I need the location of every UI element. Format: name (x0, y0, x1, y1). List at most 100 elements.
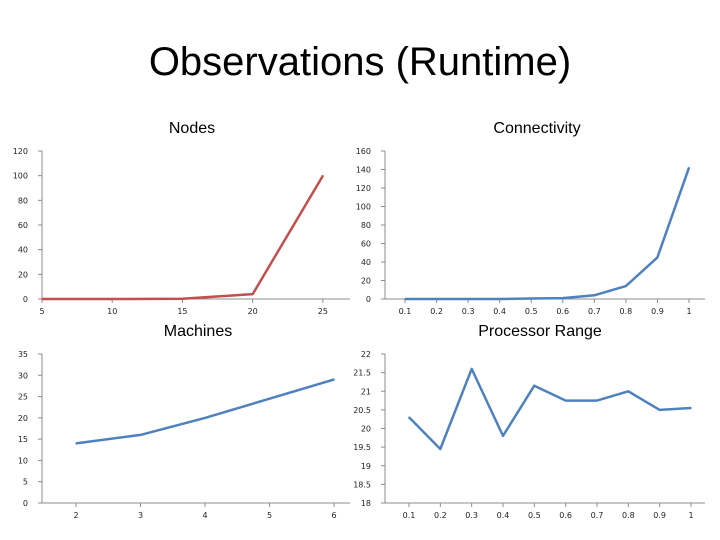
data-point (596, 399, 598, 402)
x-tick-label: 0.5 (528, 511, 541, 520)
y-tick-label: 20.5 (353, 406, 371, 415)
y-tick-label: 21.5 (353, 369, 371, 378)
y-tick-label: 0 (23, 499, 28, 508)
chart-title: Nodes (169, 120, 215, 137)
series-line (405, 167, 691, 301)
chart-title: Processor Range (478, 323, 602, 340)
x-tick-label: 0.1 (399, 307, 412, 316)
y-tick-label: 20 (361, 277, 371, 286)
data-point (467, 298, 469, 300)
y-tick-label: 160 (356, 147, 371, 156)
data-point (139, 434, 142, 436)
x-tick-label: 0.2 (434, 511, 447, 520)
y-tick-label: 80 (361, 221, 371, 230)
y-tick-label: 20 (18, 414, 28, 423)
data-point (204, 417, 206, 419)
x-tick-label: 20 (248, 307, 258, 316)
series-line (75, 378, 335, 445)
data-point (41, 298, 43, 300)
data-point (688, 166, 690, 169)
y-tick-label: 120 (356, 184, 371, 193)
x-tick-label: 0.8 (622, 511, 635, 520)
x-tick-label: 1 (686, 307, 691, 316)
chart-3: Processor Range 18 18.5 19 19.5 20 20.5 21 21.5 2… (353, 323, 705, 520)
y-tick-label: 140 (356, 166, 371, 175)
chart-1: Connectivity 0 20 40 60 80 100 120 140 160 0.1 0.2 0… (356, 120, 705, 316)
y-tick-label: 25 (18, 393, 28, 402)
y-tick-label: 22 (361, 350, 371, 359)
x-tick-label: 1 (688, 511, 693, 520)
y-tick-label: 19.5 (353, 443, 371, 452)
y-tick-label: 120 (13, 147, 28, 156)
y-tick-label: 20 (18, 270, 28, 279)
data-point (533, 384, 536, 387)
x-tick-label: 15 (177, 307, 187, 316)
y-tick-label: 100 (356, 203, 371, 212)
x-tick-label: 0.9 (651, 307, 664, 316)
x-tick-label: 10 (107, 307, 117, 316)
data-point (625, 285, 627, 287)
y-tick-label: 15 (18, 435, 28, 444)
x-tick-label: 4 (202, 511, 207, 520)
data-point (181, 297, 184, 300)
y-tick-label: 100 (13, 172, 28, 181)
x-tick-label: 0.6 (556, 307, 569, 316)
x-tick-label: 25 (318, 307, 328, 316)
x-tick-label: 0.2 (430, 307, 443, 316)
data-point (627, 390, 630, 393)
x-tick-label: 0.1 (403, 511, 416, 520)
y-tick-label: 0 (23, 295, 28, 304)
data-point (322, 174, 324, 177)
x-tick-label: 0.6 (559, 511, 572, 520)
x-tick-label: 0.9 (653, 511, 666, 520)
y-tick-label: 60 (361, 240, 371, 249)
y-tick-label: 20 (361, 425, 371, 434)
x-tick-label: 0.8 (620, 307, 633, 316)
x-tick-label: 5 (267, 511, 272, 520)
slide-title: Observations (Runtime) (148, 40, 572, 84)
x-tick-label: 0.7 (588, 307, 601, 316)
data-point (690, 407, 692, 409)
data-point (564, 399, 567, 402)
x-tick-label: 0.7 (591, 511, 604, 520)
x-tick-label: 5 (39, 307, 44, 316)
chart-0: Nodes 0 20 40 60 80 100 120 5 10 15 20 25 (13, 120, 350, 316)
data-point (251, 293, 254, 295)
x-tick-label: 2 (73, 511, 78, 520)
data-point (593, 294, 596, 297)
x-tick-label: 0.4 (493, 307, 506, 316)
data-point (75, 442, 77, 445)
data-point (435, 298, 438, 300)
data-point (561, 297, 564, 299)
x-tick-label: 6 (331, 511, 336, 520)
y-tick-label: 35 (18, 350, 28, 359)
y-tick-label: 18.5 (353, 480, 371, 489)
y-tick-label: 10 (18, 456, 28, 465)
x-tick-label: 3 (138, 511, 143, 520)
y-tick-label: 0 (366, 295, 371, 304)
data-point (111, 298, 114, 300)
chart-title: Connectivity (493, 120, 580, 137)
y-tick-label: 5 (23, 478, 28, 487)
data-point (658, 409, 661, 411)
y-tick-label: 21 (361, 387, 371, 396)
x-tick-label: 0.3 (465, 511, 478, 520)
data-point (470, 368, 473, 370)
x-tick-label: 0.3 (462, 307, 475, 316)
y-tick-label: 40 (18, 246, 28, 255)
data-point (498, 298, 501, 300)
data-point (502, 435, 504, 437)
chart-title: Machines (164, 323, 232, 340)
data-point (268, 397, 271, 400)
data-point (439, 448, 442, 450)
y-tick-label: 60 (18, 221, 28, 230)
data-point (404, 298, 406, 300)
y-tick-label: 19 (361, 462, 371, 471)
x-tick-label: 0.5 (525, 307, 538, 316)
chart-2: Machines 0 5 10 15 20 25 30 35 2 3 4 5 6 (18, 323, 350, 520)
series-line (42, 175, 324, 301)
data-point (333, 378, 335, 381)
series-line (408, 367, 692, 451)
data-point (530, 297, 533, 300)
